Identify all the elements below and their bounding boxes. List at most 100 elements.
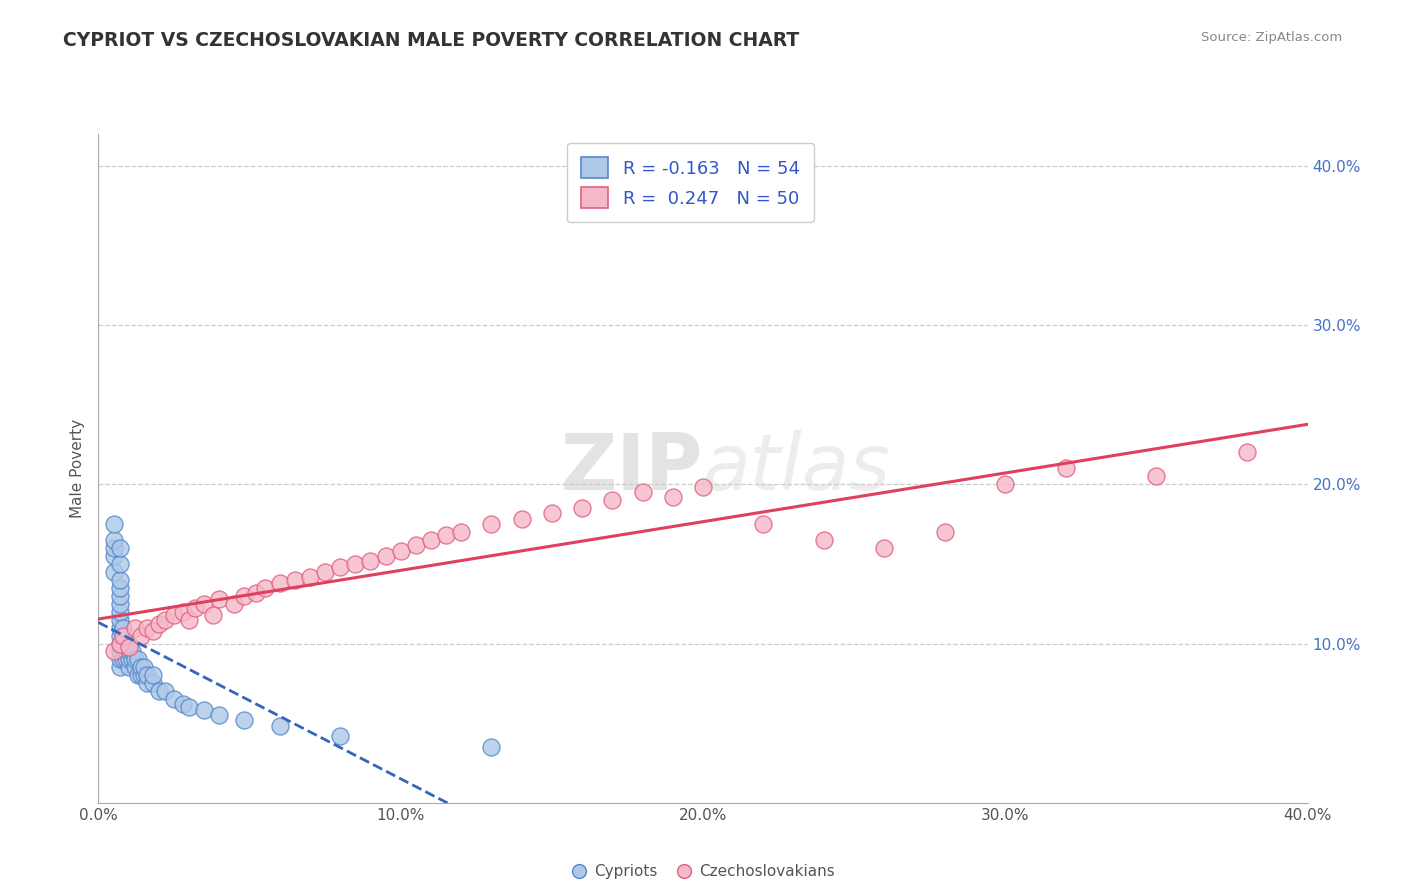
Point <box>481 740 503 755</box>
Point <box>118 660 141 674</box>
Point <box>108 581 131 595</box>
Point <box>108 573 131 587</box>
Point <box>142 668 165 682</box>
Point <box>142 676 165 690</box>
Text: ZIP: ZIP <box>561 430 703 507</box>
Point <box>540 506 562 520</box>
Point <box>103 644 125 658</box>
Text: atlas: atlas <box>703 430 891 507</box>
Point <box>360 554 382 568</box>
Point <box>193 597 215 611</box>
Point <box>108 621 131 635</box>
Point <box>114 652 136 666</box>
Point <box>571 501 593 516</box>
Point <box>208 708 231 723</box>
Point <box>132 668 155 682</box>
Point <box>179 613 201 627</box>
Point <box>108 660 131 674</box>
Point <box>172 605 194 619</box>
Point <box>108 652 131 666</box>
Point <box>184 601 207 615</box>
Point <box>253 581 276 595</box>
Point <box>121 652 143 666</box>
Point <box>108 589 131 603</box>
Point <box>329 729 352 743</box>
Point <box>224 597 246 611</box>
Point <box>127 652 149 666</box>
Point <box>114 644 136 658</box>
Point <box>108 628 131 642</box>
Point <box>118 652 141 666</box>
Point <box>232 713 254 727</box>
Point <box>153 684 176 698</box>
Point <box>602 493 624 508</box>
Point <box>103 533 125 547</box>
Point <box>108 636 131 650</box>
Point <box>934 524 956 539</box>
Point <box>450 524 472 539</box>
Point <box>405 538 427 552</box>
Point <box>344 557 367 571</box>
Point <box>374 549 396 563</box>
Point <box>245 585 267 599</box>
Point <box>127 668 149 682</box>
Point <box>118 640 141 654</box>
Point <box>148 684 170 698</box>
Point <box>135 676 157 690</box>
Point <box>108 557 131 571</box>
Point <box>299 569 322 583</box>
Point <box>111 621 134 635</box>
Point <box>108 541 131 555</box>
Point <box>389 544 412 558</box>
Point <box>269 576 291 591</box>
Point <box>813 533 835 547</box>
Point <box>135 621 157 635</box>
Point <box>118 644 141 658</box>
Point <box>994 477 1017 491</box>
Point <box>108 597 131 611</box>
Point <box>118 636 141 650</box>
Point <box>208 591 231 606</box>
Point <box>179 700 201 714</box>
Y-axis label: Male Poverty: Male Poverty <box>70 418 86 518</box>
Point <box>193 703 215 717</box>
Point <box>142 624 165 638</box>
Point <box>434 528 457 542</box>
Point <box>420 533 443 547</box>
Point <box>108 636 131 650</box>
Point <box>129 628 152 642</box>
Point <box>1054 461 1077 475</box>
Point <box>692 480 714 494</box>
Point <box>148 617 170 632</box>
Point <box>132 660 155 674</box>
Point <box>103 541 125 555</box>
Point <box>124 621 146 635</box>
Point <box>202 607 225 622</box>
Point <box>153 613 176 627</box>
Point <box>103 549 125 563</box>
Text: Source: ZipAtlas.com: Source: ZipAtlas.com <box>1202 31 1343 45</box>
Point <box>129 660 152 674</box>
Point <box>103 565 125 579</box>
Text: CYPRIOT VS CZECHOSLOVAKIAN MALE POVERTY CORRELATION CHART: CYPRIOT VS CZECHOSLOVAKIAN MALE POVERTY … <box>63 31 800 50</box>
Point <box>510 512 533 526</box>
Point <box>172 697 194 711</box>
Point <box>108 644 131 658</box>
Point <box>314 565 336 579</box>
Point <box>135 668 157 682</box>
Point <box>163 607 186 622</box>
Point <box>269 719 291 733</box>
Legend: Cypriots, Czechoslovakians: Cypriots, Czechoslovakians <box>565 858 841 886</box>
Point <box>129 668 152 682</box>
Point <box>873 541 896 555</box>
Point <box>481 517 503 532</box>
Point <box>121 644 143 658</box>
Point <box>108 605 131 619</box>
Point <box>108 613 131 627</box>
Point <box>124 652 146 666</box>
Point <box>111 636 134 650</box>
Point <box>163 692 186 706</box>
Point <box>103 517 125 532</box>
Point <box>114 636 136 650</box>
Point <box>111 628 134 642</box>
